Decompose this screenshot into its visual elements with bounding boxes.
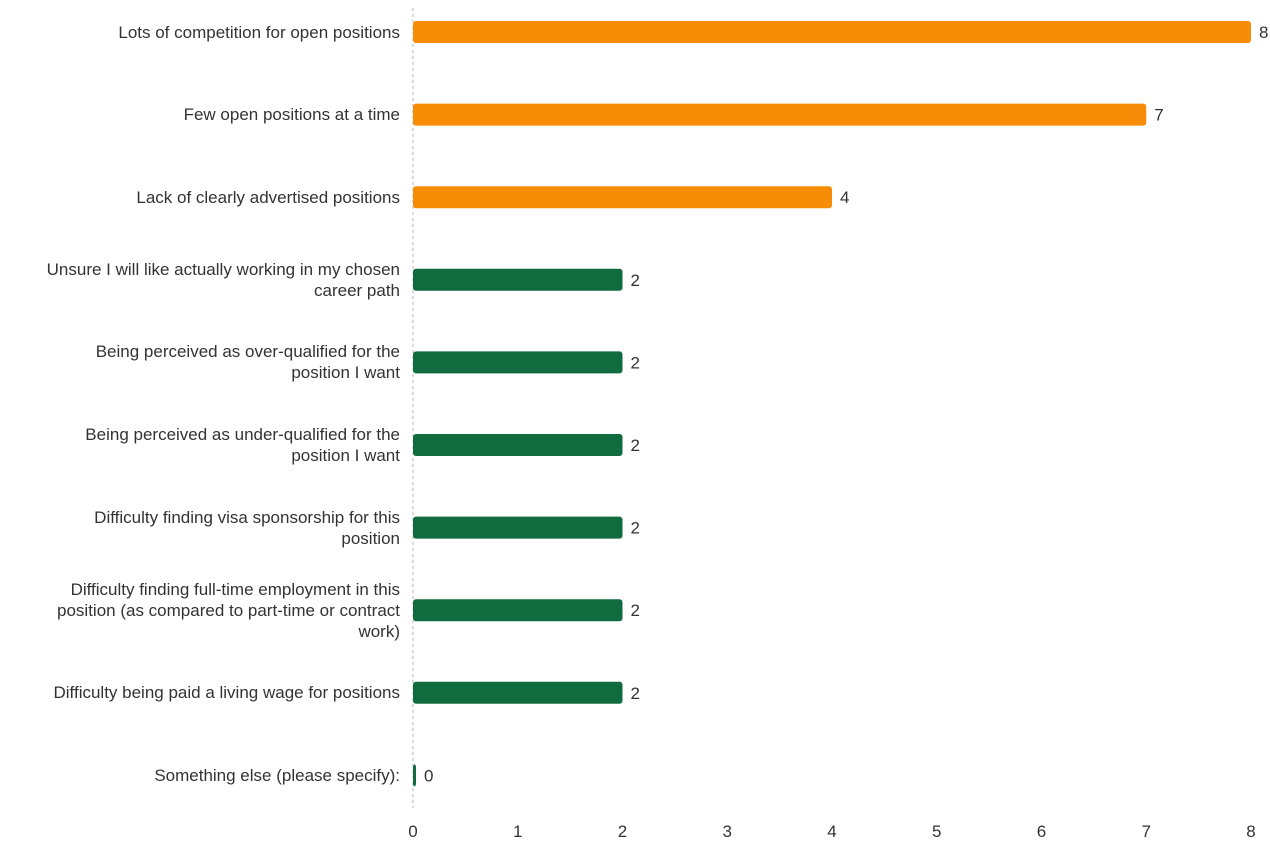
- bar-0: [413, 21, 1251, 43]
- value-labels: 8 7 4 2 2 2 2 2 2 0: [424, 23, 1268, 785]
- category-label-9: Something else (please specify):: [0, 765, 400, 786]
- bar-3: [413, 268, 623, 291]
- bar-value-label-8: 2: [631, 684, 640, 703]
- bar-1: [413, 103, 1147, 126]
- category-label-line: Unsure I will like actually working in m…: [46, 259, 400, 279]
- bar-value-label-5: 2: [631, 436, 640, 455]
- x-tick-label-7: 7: [1142, 822, 1151, 841]
- x-tick-label-4: 4: [827, 822, 836, 841]
- category-label-line: work): [358, 621, 400, 641]
- category-label-line: position (as compared to part-time or co…: [57, 600, 400, 620]
- x-tick-label-8: 8: [1246, 822, 1255, 841]
- category-label-line: position I want: [291, 446, 400, 465]
- category-label-line: career path: [314, 280, 400, 300]
- x-tick-label-3: 3: [723, 822, 732, 841]
- bar-value-label-9: 0: [424, 766, 433, 785]
- category-label-line: Difficulty finding full-time employment …: [70, 579, 400, 599]
- category-label-4: Being perceived as over-qualified for th…: [0, 341, 400, 383]
- bar-value-label-6: 2: [631, 519, 640, 538]
- x-tick-label-2: 2: [618, 822, 627, 841]
- category-label-1: Few open positions at a time: [0, 104, 400, 125]
- bar-value-label-7: 2: [631, 601, 640, 620]
- bar-2: [413, 186, 832, 209]
- x-tick-label-1: 1: [513, 822, 522, 841]
- category-label-6: Difficulty finding visa sponsorship for …: [0, 507, 400, 549]
- category-label-7: Difficulty finding full-time employment …: [0, 579, 400, 642]
- bar-4: [413, 351, 623, 374]
- bar-value-label-2: 4: [840, 188, 849, 207]
- x-tick-label-0: 0: [408, 822, 417, 841]
- x-tick-label-6: 6: [1037, 822, 1046, 841]
- x-axis-ticks: 0 1 2 3 4 5 6 7 8: [408, 822, 1255, 841]
- bar-5: [413, 434, 623, 456]
- bar-value-label-3: 2: [631, 271, 640, 290]
- category-label-line: Being perceived as under-qualified for t…: [85, 425, 400, 444]
- category-label-3: Unsure I will like actually working in m…: [0, 259, 400, 301]
- category-label-8: Difficulty being paid a living wage for …: [0, 682, 401, 703]
- category-label-line: Difficulty being paid a living wage for …: [53, 683, 401, 703]
- bars: [413, 21, 1251, 787]
- category-label-line: Lots of competition for open positions: [118, 22, 400, 42]
- category-label-line: Something else (please specify):: [154, 765, 400, 785]
- category-label-line: Difficulty finding visa sponsorship for …: [94, 507, 400, 527]
- category-label-line: Few open positions at a time: [183, 105, 400, 125]
- category-label-line: position: [341, 528, 400, 548]
- bar-6: [413, 516, 623, 539]
- category-label-line: Lack of clearly advertised positions: [136, 187, 400, 207]
- category-label-line: position I want: [291, 363, 400, 383]
- category-label-0: Lots of competition for open positions: [0, 22, 400, 43]
- bar-value-label-1: 7: [1154, 106, 1163, 125]
- bar-9: [413, 764, 416, 787]
- x-tick-label-5: 5: [932, 822, 941, 841]
- category-label-2: Lack of clearly advertised positions: [0, 187, 400, 208]
- bar-7: [413, 599, 623, 622]
- category-label-line: Being perceived as over-qualified for th…: [95, 342, 400, 362]
- bar-value-label-0: 8: [1259, 23, 1268, 42]
- bar-8: [413, 681, 623, 704]
- bar-value-label-4: 2: [631, 353, 640, 372]
- category-label-5: Being perceived as under-qualified for t…: [0, 424, 400, 466]
